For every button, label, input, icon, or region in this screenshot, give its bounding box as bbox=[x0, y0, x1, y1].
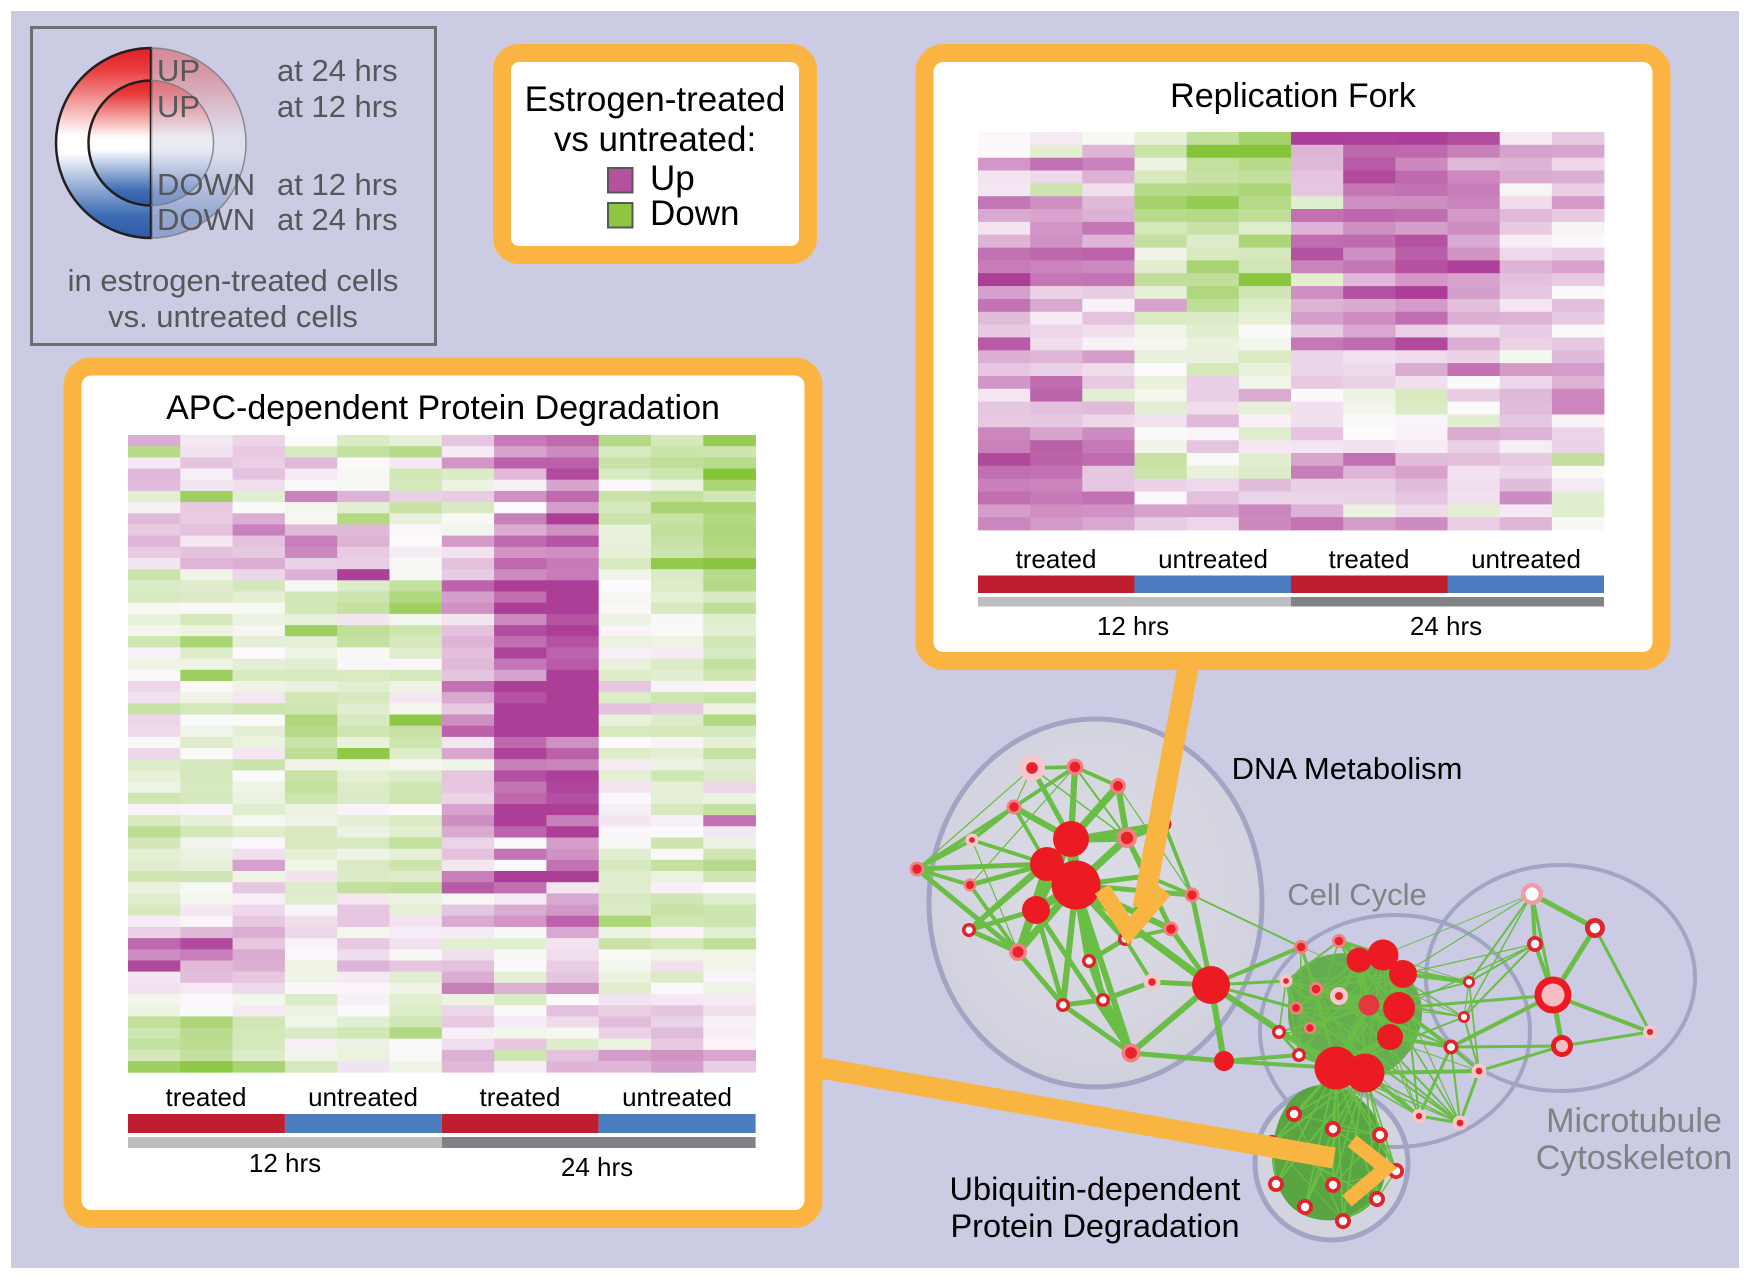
svg-text:Up: Up bbox=[650, 159, 695, 198]
svg-text:vs untreated:: vs untreated: bbox=[554, 120, 756, 159]
svg-text:Cytoskeleton: Cytoskeleton bbox=[1536, 1139, 1733, 1177]
svg-text:Down: Down bbox=[650, 194, 739, 233]
svg-text:Estrogen-treated: Estrogen-treated bbox=[525, 80, 786, 119]
svg-text:untreated: untreated bbox=[622, 1082, 732, 1112]
svg-text:Protein Degradation: Protein Degradation bbox=[950, 1208, 1239, 1244]
svg-text:Ubiquitin-dependent: Ubiquitin-dependent bbox=[950, 1171, 1241, 1207]
svg-text:at 12 hrs: at 12 hrs bbox=[277, 89, 398, 124]
svg-text:in estrogen-treated cells: in estrogen-treated cells bbox=[68, 263, 399, 298]
svg-text:24 hrs: 24 hrs bbox=[1410, 611, 1482, 641]
svg-text:DOWN: DOWN bbox=[157, 202, 255, 237]
svg-text:at 24 hrs: at 24 hrs bbox=[277, 53, 398, 88]
svg-text:untreated: untreated bbox=[308, 1082, 418, 1112]
svg-text:DNA Metabolism: DNA Metabolism bbox=[1232, 751, 1463, 786]
svg-text:12 hrs: 12 hrs bbox=[1097, 611, 1169, 641]
svg-text:DOWN: DOWN bbox=[157, 167, 255, 202]
svg-text:APC-dependent Protein Degradat: APC-dependent Protein Degradation bbox=[166, 389, 720, 427]
svg-text:Replication Fork: Replication Fork bbox=[1170, 77, 1417, 115]
svg-text:treated: treated bbox=[480, 1082, 561, 1112]
svg-text:12 hrs: 12 hrs bbox=[249, 1148, 321, 1178]
svg-text:treated: treated bbox=[1016, 544, 1097, 574]
svg-text:treated: treated bbox=[1329, 544, 1410, 574]
svg-text:Cell Cycle: Cell Cycle bbox=[1287, 877, 1427, 912]
svg-text:untreated: untreated bbox=[1471, 544, 1581, 574]
svg-text:UP: UP bbox=[157, 53, 200, 88]
svg-text:at 24 hrs: at 24 hrs bbox=[277, 202, 398, 237]
svg-text:vs. untreated cells: vs. untreated cells bbox=[108, 299, 358, 334]
svg-text:at 12 hrs: at 12 hrs bbox=[277, 167, 398, 202]
svg-text:treated: treated bbox=[166, 1082, 247, 1112]
svg-text:24 hrs: 24 hrs bbox=[561, 1152, 633, 1182]
svg-text:UP: UP bbox=[157, 89, 200, 124]
svg-text:untreated: untreated bbox=[1158, 544, 1268, 574]
svg-text:Microtubule: Microtubule bbox=[1546, 1102, 1722, 1140]
